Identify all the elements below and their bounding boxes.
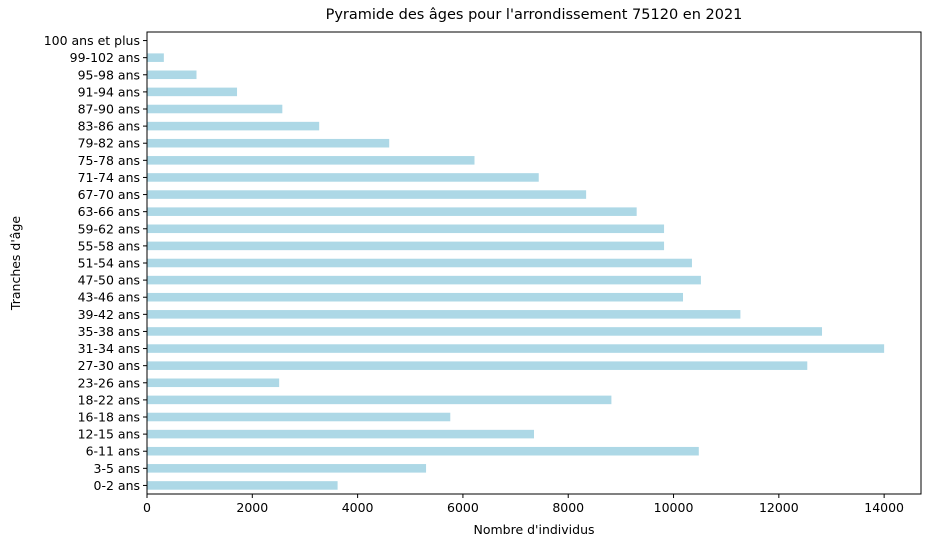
bar [147, 446, 699, 456]
bar [147, 292, 684, 302]
bars-group [147, 53, 885, 490]
y-tick-label: 75-78 ans [78, 153, 140, 168]
y-tick-label: 31-34 ans [78, 341, 140, 356]
y-tick-label: 63-66 ans [78, 204, 140, 219]
bar [147, 464, 427, 473]
bar [147, 361, 808, 370]
y-tick-label: 3-5 ans [94, 461, 140, 476]
bar [147, 344, 885, 353]
y-tick-label: 23-26 ans [78, 375, 140, 390]
y-tick-label: 43-46 ans [78, 290, 140, 305]
bar [147, 327, 823, 336]
y-tick-label: 51-54 ans [78, 256, 140, 271]
bar [147, 70, 197, 80]
y-tick-label: 39-42 ans [78, 307, 140, 322]
bar [147, 378, 280, 388]
bar [147, 190, 587, 199]
y-tick-label: 55-58 ans [78, 238, 140, 253]
x-tick-label: 14000 [864, 500, 904, 515]
y-tick-label: 35-38 ans [78, 324, 140, 339]
bar [147, 241, 665, 251]
bar [147, 258, 692, 268]
bar [147, 173, 539, 182]
y-tick-label: 47-50 ans [78, 273, 140, 288]
y-tick-label: 59-62 ans [78, 221, 140, 236]
y-tick-label: 79-82 ans [78, 136, 140, 151]
y-axis-label: Tranches d'âge [8, 216, 23, 311]
bar [147, 275, 701, 285]
y-tick-label: 67-70 ans [78, 187, 140, 202]
bar [147, 207, 637, 216]
y-tick-label: 0-2 ans [94, 478, 140, 493]
x-axis-ticks: 0 2000 4000 6000 8000 10000 12000 14000 [143, 494, 904, 515]
x-tick-label: 2000 [236, 500, 268, 515]
y-tick-label: 12-15 ans [78, 427, 140, 442]
bar [147, 156, 475, 165]
y-tick-label: 87-90 ans [78, 102, 140, 117]
y-tick-label: 91-94 ans [78, 84, 140, 99]
x-tick-label: 4000 [342, 500, 374, 515]
bar [147, 87, 238, 97]
x-tick-label: 12000 [759, 500, 799, 515]
y-tick-label: 27-30 ans [78, 358, 140, 373]
bar [147, 104, 283, 114]
y-tick-label: 100 ans et plus [44, 33, 140, 48]
y-tick-label: 16-18 ans [78, 410, 140, 425]
x-tick-label: 10000 [654, 500, 694, 515]
y-axis-ticks: 0-2 ans 3-5 ans 6-11 ans 12-15 ans 16-18 ans… [44, 33, 147, 493]
bar [147, 429, 534, 439]
bar [147, 395, 612, 405]
y-tick-label: 83-86 ans [78, 119, 140, 134]
x-tick-label: 6000 [447, 500, 479, 515]
x-tick-label: 8000 [552, 500, 584, 515]
y-tick-label: 95-98 ans [78, 67, 140, 82]
bar [147, 138, 390, 148]
bar [147, 412, 451, 422]
y-tick-label: 71-74 ans [78, 170, 140, 185]
bar [147, 310, 741, 319]
bar [147, 121, 320, 131]
y-tick-label: 18-22 ans [78, 392, 140, 407]
x-tick-label: 0 [143, 500, 151, 515]
bar [147, 53, 164, 62]
bar [147, 481, 338, 490]
x-axis-label: Nombre d'individus [473, 522, 594, 537]
y-tick-label: 6-11 ans [86, 444, 140, 459]
chart-title: Pyramide des âges pour l'arrondissement … [325, 7, 743, 23]
bar [147, 224, 665, 234]
y-tick-label: 99-102 ans [70, 50, 140, 65]
